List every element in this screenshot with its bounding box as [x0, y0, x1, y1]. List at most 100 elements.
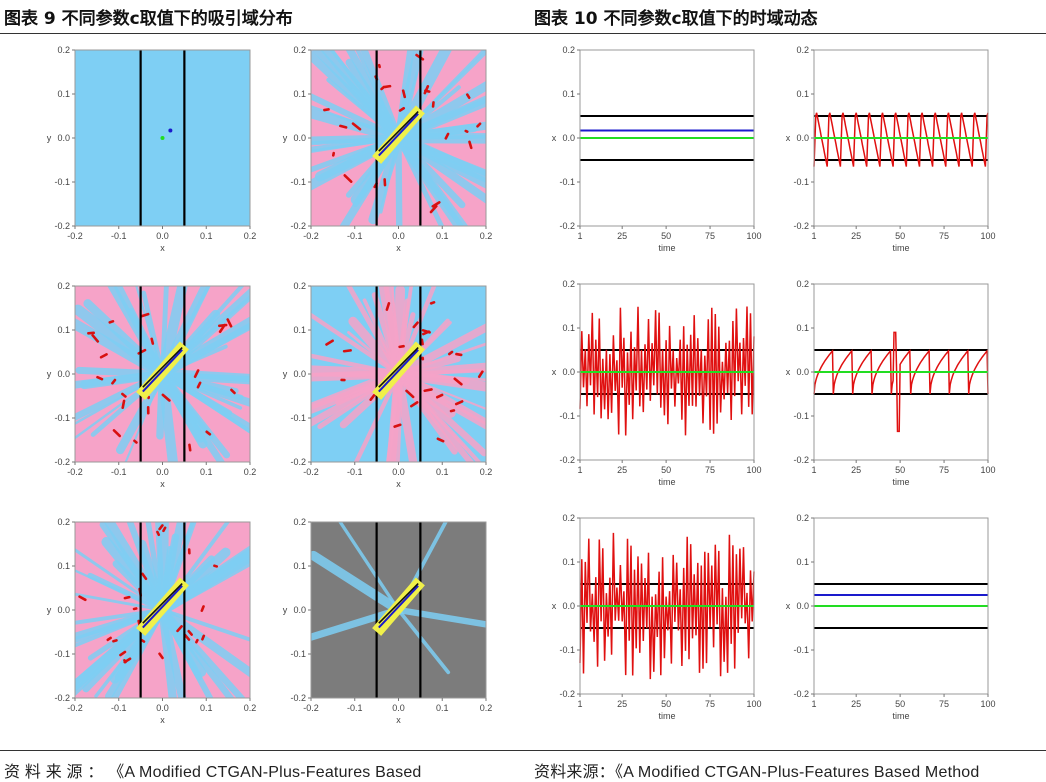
x-tick-label: -0.2	[67, 703, 83, 713]
y-tick-label: -0.1	[290, 413, 306, 423]
x-tick-label: -0.2	[303, 703, 319, 713]
y-tick-label: -0.1	[54, 413, 70, 423]
y-axis-label: x	[552, 133, 557, 143]
x-tick-label: 25	[617, 699, 627, 709]
x-tick-label: 100	[746, 699, 761, 709]
x-tick-label: 0.1	[436, 231, 449, 241]
red-basin-fragment	[214, 566, 216, 567]
fixed-point-green	[161, 136, 165, 140]
y-tick-label: 0.0	[562, 133, 575, 143]
y-tick-label: -0.1	[54, 177, 70, 187]
red-basin-fragment	[189, 445, 190, 450]
x-axis-label: time	[892, 243, 909, 253]
x-axis-label: time	[658, 711, 675, 721]
red-basin-fragment	[113, 640, 116, 641]
y-tick-label: 0.0	[293, 605, 306, 615]
y-axis-label: y	[47, 369, 52, 379]
y-axis-label: y	[283, 369, 288, 379]
x-tick-label: 100	[980, 699, 995, 709]
x-tick-label: 0.0	[392, 467, 405, 477]
red-basin-fragment	[110, 321, 113, 322]
x-tick-label: 25	[617, 231, 627, 241]
y-tick-label: 0.1	[293, 561, 306, 571]
y-tick-label: 0.2	[57, 45, 70, 55]
y-tick-label: 0.1	[293, 89, 306, 99]
x-axis-label: x	[396, 715, 401, 725]
red-basin-fragment	[134, 441, 136, 443]
red-basin-fragment	[478, 124, 481, 127]
y-tick-label: -0.2	[54, 221, 70, 231]
source-rule	[0, 750, 1046, 751]
red-basin-fragment	[400, 346, 404, 347]
red-basin-fragment	[422, 340, 423, 344]
x-tick-label: -0.1	[347, 231, 363, 241]
y-tick-label: -0.1	[559, 411, 575, 421]
figure9-title: 图表 9 不同参数c取值下的吸引域分布	[4, 4, 293, 29]
red-basin-fragment	[449, 352, 452, 354]
fixed-point-blue	[168, 129, 172, 133]
x-axis-label: time	[892, 477, 909, 487]
x-tick-label: 75	[939, 465, 949, 475]
y-axis-label: x	[786, 367, 791, 377]
x-tick-label: 50	[895, 231, 905, 241]
x-tick-label: 1	[577, 231, 582, 241]
y-tick-label: 0.1	[796, 557, 809, 567]
y-tick-label: 0.1	[796, 323, 809, 333]
x-tick-label: 0.0	[156, 467, 169, 477]
x-tick-label: 75	[939, 699, 949, 709]
y-tick-label: 0.2	[796, 45, 809, 55]
red-basin-fragment	[466, 131, 468, 132]
red-basin-fragment	[340, 126, 346, 128]
red-basin-fragment	[142, 640, 144, 641]
x-tick-label: 0.1	[200, 467, 213, 477]
y-tick-label: 0.1	[57, 561, 70, 571]
red-basin-fragment	[108, 638, 111, 640]
y-tick-label: -0.1	[793, 177, 809, 187]
red-basin-fragment	[324, 109, 328, 110]
x-tick-label: 0.0	[392, 231, 405, 241]
red-basin-fragment	[163, 528, 165, 531]
red-basin-fragment	[202, 606, 204, 610]
x-tick-label: 0.0	[392, 703, 405, 713]
y-tick-label: 0.0	[796, 367, 809, 377]
x-tick-label: 75	[705, 699, 715, 709]
y-axis-label: y	[47, 605, 52, 615]
x-tick-label: 0.1	[200, 231, 213, 241]
x-tick-label: -0.2	[67, 231, 83, 241]
y-axis-label: y	[47, 133, 52, 143]
x-tick-label: -0.1	[111, 231, 127, 241]
x-tick-label: 0.2	[480, 467, 493, 477]
figure10-source: 资料来源：《A Modified CTGAN-Plus-Features Bas…	[534, 758, 980, 782]
y-tick-label: 0.2	[57, 281, 70, 291]
basin-streak	[399, 138, 400, 283]
basin-streak	[163, 476, 165, 610]
y-axis-label: x	[552, 601, 557, 611]
y-tick-label: 0.0	[796, 133, 809, 143]
x-tick-label: 0.2	[480, 703, 493, 713]
x-tick-label: 50	[661, 465, 671, 475]
x-tick-label: 25	[851, 231, 861, 241]
y-tick-label: 0.2	[293, 45, 306, 55]
x-axis-label: x	[160, 243, 165, 253]
y-tick-label: -0.2	[54, 693, 70, 703]
y-tick-label: 0.1	[57, 325, 70, 335]
x-tick-label: -0.2	[67, 467, 83, 477]
y-tick-label: -0.2	[54, 457, 70, 467]
red-basin-fragment	[157, 532, 158, 535]
y-tick-label: 0.0	[57, 369, 70, 379]
y-tick-label: 0.2	[562, 513, 575, 523]
x-tick-label: 75	[705, 465, 715, 475]
y-axis-label: x	[552, 367, 557, 377]
x-tick-label: 0.2	[480, 231, 493, 241]
y-tick-label: 0.0	[562, 601, 575, 611]
x-axis-label: x	[396, 243, 401, 253]
y-tick-label: 0.1	[57, 89, 70, 99]
figure9-plots: -0.2 -0.1 0.0 0.1 0.2 0.2 0.1 0.0 -0.1 -0.2 x y -0.2…	[0, 36, 520, 726]
y-tick-label: -0.2	[290, 693, 306, 703]
x-tick-label: 1	[577, 465, 582, 475]
